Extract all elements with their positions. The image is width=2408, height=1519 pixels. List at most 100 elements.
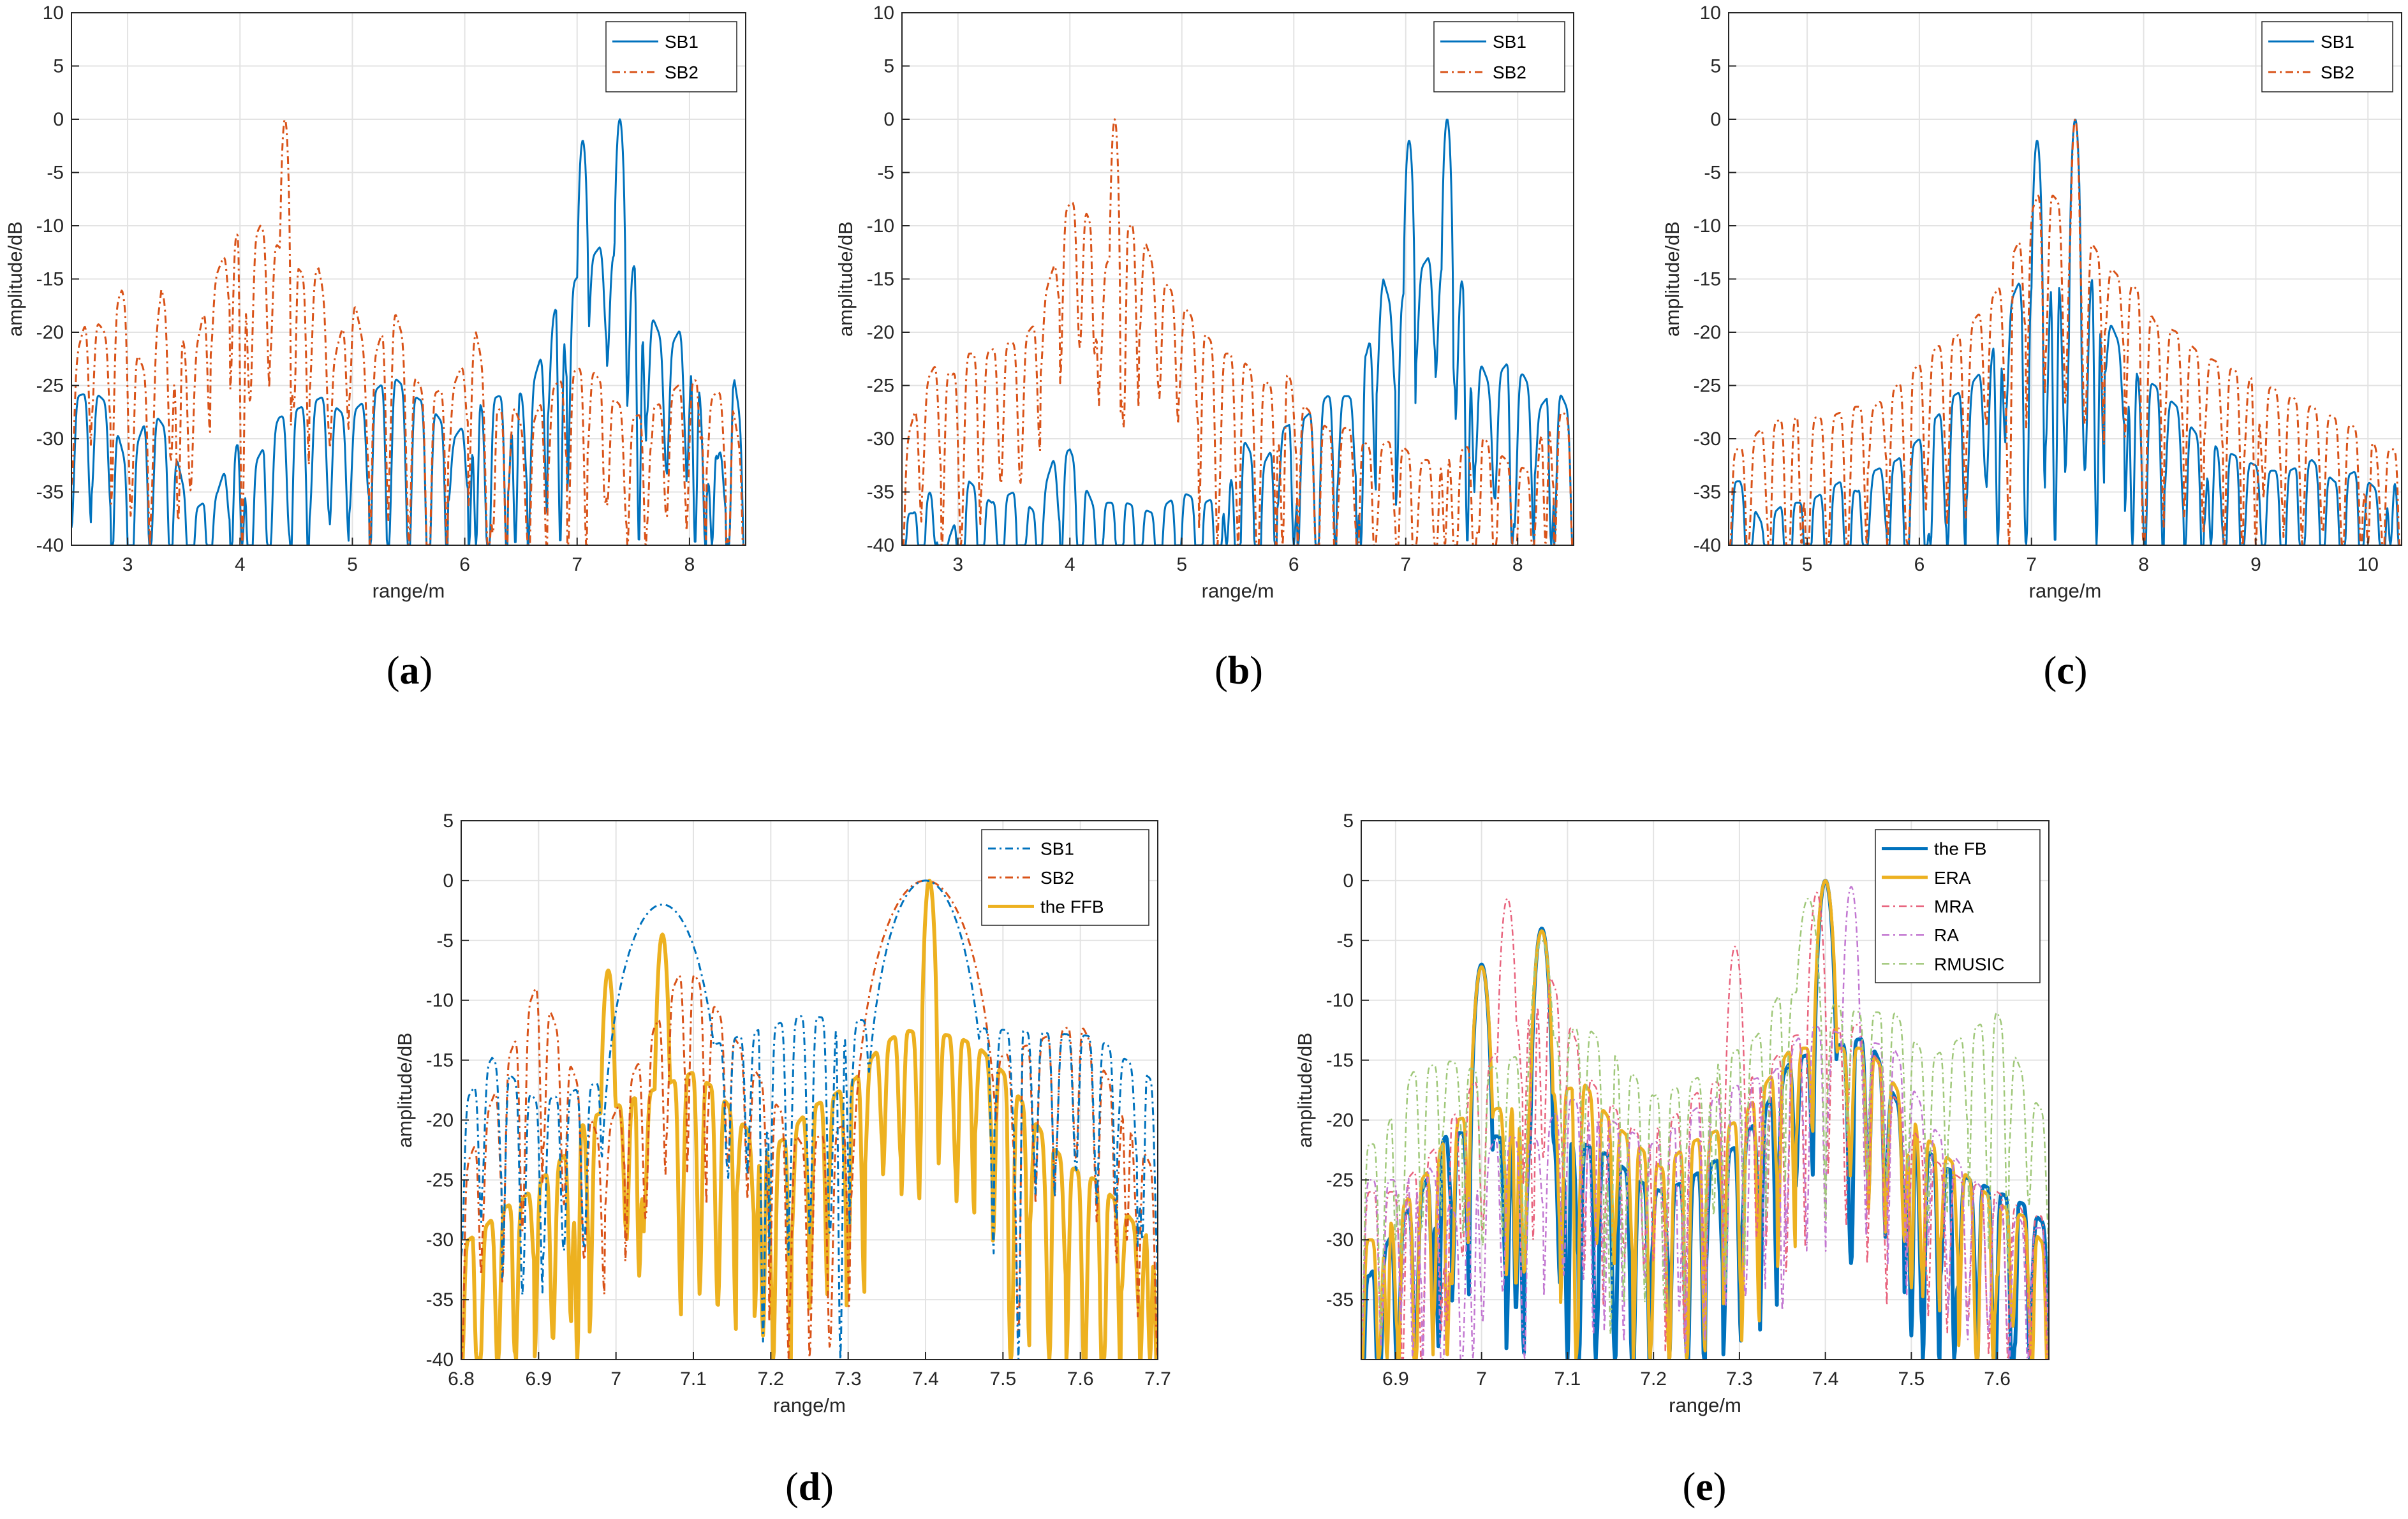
x-tick-label: 7: [2026, 554, 2037, 575]
y-tick-label: 0: [1343, 870, 1354, 892]
x-tick-label: 4: [1065, 554, 1075, 575]
y-tick-label: -35: [426, 1289, 454, 1310]
x-tick-label: 7: [572, 554, 582, 575]
panel-e: 6.9 7 7.1 7.2 7.3 7.4 7.5 7.6 5 0 -5 -10 -15 -20 -25 -3…: [1294, 811, 2050, 1509]
y-tick-label: -15: [426, 1050, 454, 1071]
y-axis-label: amplitude/dB: [1294, 1032, 1316, 1148]
legend-label: SB1: [1493, 32, 1526, 52]
x-tick-label: 7.2: [757, 1369, 784, 1390]
y-tick-label: -15: [867, 269, 894, 290]
y-tick-label: -10: [1694, 216, 1721, 237]
y-tick-label: 10: [1700, 3, 1721, 24]
x-tick-label: 6.8: [448, 1369, 475, 1390]
y-tick-label: -5: [436, 930, 454, 951]
x-tick-label: 6: [1914, 554, 1925, 575]
y-tick-label: 0: [53, 109, 64, 130]
x-tick-label: 7.2: [1640, 1369, 1667, 1390]
panel-b: 3 4 5 6 7 8 10 5 0 -5 -10 -15 -20 -25 -30 -35 -40 range/m…: [834, 3, 1574, 693]
x-tick-label: 6: [1289, 554, 1299, 575]
x-tick-label: 3: [952, 554, 963, 575]
series-group: [902, 118, 1574, 545]
x-tick-label: 7.4: [912, 1369, 939, 1390]
y-tick-label: 5: [443, 811, 454, 832]
y-tick-label: -35: [1326, 1289, 1354, 1310]
legend-label: the FFB: [1040, 897, 1104, 916]
x-tick-label: 7.6: [1067, 1369, 1094, 1390]
x-tick-label: 9: [2250, 554, 2261, 575]
x-tick-label: 7: [1400, 554, 1411, 575]
x-axis-label: range/m: [1202, 580, 1274, 602]
y-tick-label: -15: [36, 269, 64, 290]
legend-label: RA: [1934, 925, 1959, 945]
panel-a: 3 4 5 6 7 8 10 5 0 -5 -10 -15 -20 -25 -30 -35 -40 range/m…: [4, 3, 746, 693]
y-tick-label: -40: [1694, 535, 1721, 556]
series-group: [461, 878, 1158, 1360]
axes-box: [461, 820, 1158, 1360]
panel-caption: (a): [387, 649, 432, 693]
y-tick-label: -5: [877, 163, 894, 184]
legend: SB1 SB2: [2261, 21, 2393, 92]
x-tick-label: 7.4: [1812, 1369, 1839, 1390]
legend-box: [2261, 21, 2393, 92]
y-tick-label: -10: [1326, 990, 1354, 1011]
legend-box: [605, 21, 737, 92]
x-tick-label: 10: [2358, 554, 2379, 575]
series-line-rmusic: [1361, 897, 2049, 1342]
y-tick-label: -30: [36, 429, 64, 450]
legend: SB1 SB2 the FFB: [981, 829, 1149, 926]
grid: [902, 12, 1574, 546]
series-line-era: [1361, 879, 2049, 1360]
y-tick-label: 5: [883, 56, 894, 77]
y-tick-label: -25: [1326, 1170, 1354, 1191]
y-tick-label: 5: [53, 56, 64, 77]
series-line-sb1: [902, 119, 1574, 545]
x-tick-label: 7: [610, 1369, 621, 1390]
x-axis-label: range/m: [773, 1394, 846, 1416]
y-tick-label: -15: [1326, 1050, 1354, 1071]
series-group: [1729, 119, 2402, 545]
legend-label: RMUSIC: [1934, 954, 2004, 974]
y-tick-label: -35: [36, 482, 64, 503]
x-tick-label: 8: [684, 554, 695, 575]
series-line-the-ffb: [461, 878, 1158, 1360]
legend-label: ERA: [1934, 868, 1971, 888]
legend-label: MRA: [1934, 897, 1974, 916]
x-tick-label: 6.9: [525, 1369, 552, 1390]
legend: SB1 SB2: [605, 21, 737, 92]
grid: [1729, 12, 2402, 546]
x-axis-label: range/m: [1669, 1394, 1741, 1416]
y-axis-label: amplitude/dB: [834, 221, 857, 337]
y-tick-label: -40: [867, 535, 894, 556]
series-line-mra: [1361, 892, 2049, 1360]
panel-caption: (d): [785, 1465, 834, 1509]
x-tick-label: 4: [235, 554, 246, 575]
y-tick-label: -10: [867, 216, 894, 237]
x-tick-label: 7.7: [1144, 1369, 1171, 1390]
y-tick-label: -20: [1326, 1110, 1354, 1131]
legend-box: [1433, 21, 1565, 92]
y-tick-label: -25: [426, 1170, 454, 1191]
y-tick-label: -25: [36, 376, 64, 397]
y-tick-label: 5: [1710, 56, 1721, 77]
x-axis-label: range/m: [2029, 580, 2102, 602]
x-tick-label: 7.5: [989, 1369, 1016, 1390]
y-tick-label: 0: [443, 870, 454, 892]
y-tick-label: -5: [1704, 163, 1721, 184]
y-axis-label: amplitude/dB: [1661, 221, 1683, 337]
y-tick-label: -25: [867, 376, 894, 397]
panel-caption: (c): [2044, 649, 2088, 693]
y-tick-label: -5: [47, 163, 64, 184]
y-axis-label: amplitude/dB: [4, 221, 26, 337]
legend-label: SB1: [2321, 32, 2354, 52]
legend-label: SB1: [665, 32, 698, 52]
x-tick-label: 5: [1802, 554, 1813, 575]
y-tick-label: 0: [1710, 109, 1721, 130]
y-tick-label: -25: [1694, 376, 1721, 397]
x-tick-label: 7.6: [1984, 1369, 2011, 1390]
legend-label: the FB: [1934, 839, 1986, 859]
x-tick-label: 3: [122, 554, 133, 575]
series-line-sb2: [902, 118, 1574, 545]
legend: the FB ERA MRA RA RMUSIC: [1875, 829, 2041, 983]
y-tick-label: -20: [867, 322, 894, 343]
x-tick-label: 8: [2138, 554, 2149, 575]
